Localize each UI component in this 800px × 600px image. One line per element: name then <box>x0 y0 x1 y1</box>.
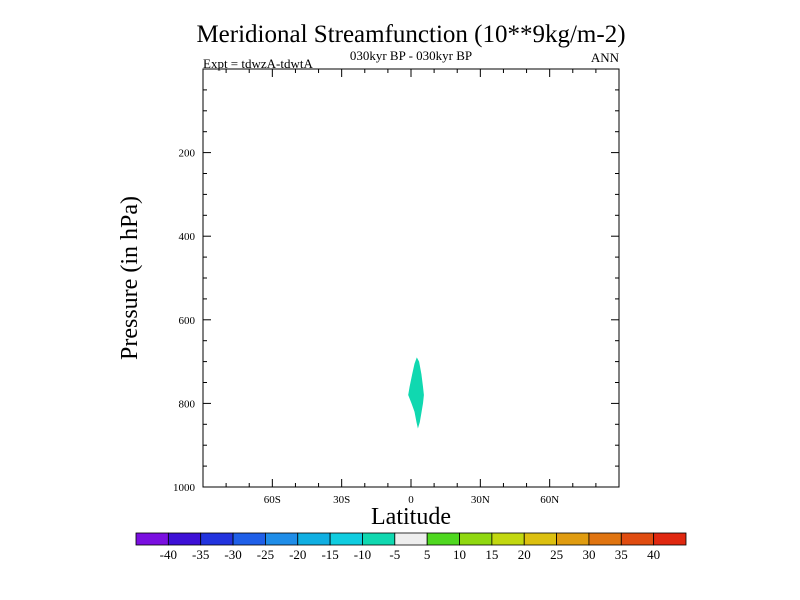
x-tick-label: 30N <box>471 494 490 506</box>
colorbar-label: 40 <box>647 547 660 562</box>
colorbar: -40 -35 -30 -25 -20 -15 -10 -5 5 10 15 20 25 30 35 40 <box>135 532 687 562</box>
colorbar-box <box>620 532 655 546</box>
colorbar-box <box>362 532 396 546</box>
chart-title: Meridional Streamfunction (10**9kg/m-2) <box>196 21 625 48</box>
colorbar-box <box>265 532 299 546</box>
x-tick-label: 60N <box>540 494 559 506</box>
colorbar-label: 5 <box>424 547 431 562</box>
colorbar-box <box>329 532 363 546</box>
colorbar-box <box>200 532 234 546</box>
contour-region-0 <box>408 357 424 429</box>
colorbar-box <box>588 532 622 546</box>
colorbar-label: -40 <box>160 547 177 562</box>
colorbar-label: -35 <box>192 547 209 562</box>
colorbar-label: 20 <box>518 547 531 562</box>
colorbar-box <box>523 532 557 546</box>
colorbar-label: -5 <box>389 547 400 562</box>
colorbar-box <box>556 532 590 546</box>
colorbar-box <box>459 532 493 546</box>
colorbar-box <box>167 532 202 546</box>
colorbar-label: -20 <box>289 547 306 562</box>
y-axis-label: Pressure (in hPa) <box>117 196 143 360</box>
experiment-label: Expt = tdwzA-tdwtA <box>203 56 313 71</box>
colorbar-box <box>491 532 525 546</box>
colorbar-label: 30 <box>582 547 595 562</box>
x-axis-label: Latitude <box>371 504 451 530</box>
colorbar-label: 25 <box>550 547 563 562</box>
y-tick-label: 400 <box>179 231 196 243</box>
colorbar-box <box>653 532 687 546</box>
x-tick-label: 30S <box>333 494 350 506</box>
x-tick-label: 0 <box>408 494 414 506</box>
colorbar-label: 15 <box>485 547 498 562</box>
colorbar-label: -30 <box>224 547 241 562</box>
y-tick-label: 1000 <box>173 482 196 494</box>
colorbar-label: -10 <box>354 547 371 562</box>
colorbar-box <box>394 532 428 546</box>
colorbar-box <box>426 532 460 546</box>
x-tick-label: 60S <box>264 494 281 506</box>
colorbar-label: 35 <box>615 547 628 562</box>
colorbar-box <box>232 532 266 546</box>
y-tick-label: 800 <box>179 398 196 410</box>
colorbar-label: -25 <box>257 547 274 562</box>
y-tick-label: 600 <box>179 315 196 327</box>
colorbar-label: -15 <box>321 547 338 562</box>
season-label: ANN <box>591 50 620 65</box>
colorbar-label: 10 <box>453 547 466 562</box>
y-tick-label: 200 <box>179 148 196 160</box>
colorbar-box <box>297 532 331 546</box>
colorbar-box <box>135 532 169 546</box>
plot-area: 60S 30S 0 30N 60N 200 400 600 800 1000 <box>173 68 620 506</box>
chart-subtitle: 030kyr BP - 030kyr BP <box>350 48 472 63</box>
plot-frame <box>202 68 620 488</box>
